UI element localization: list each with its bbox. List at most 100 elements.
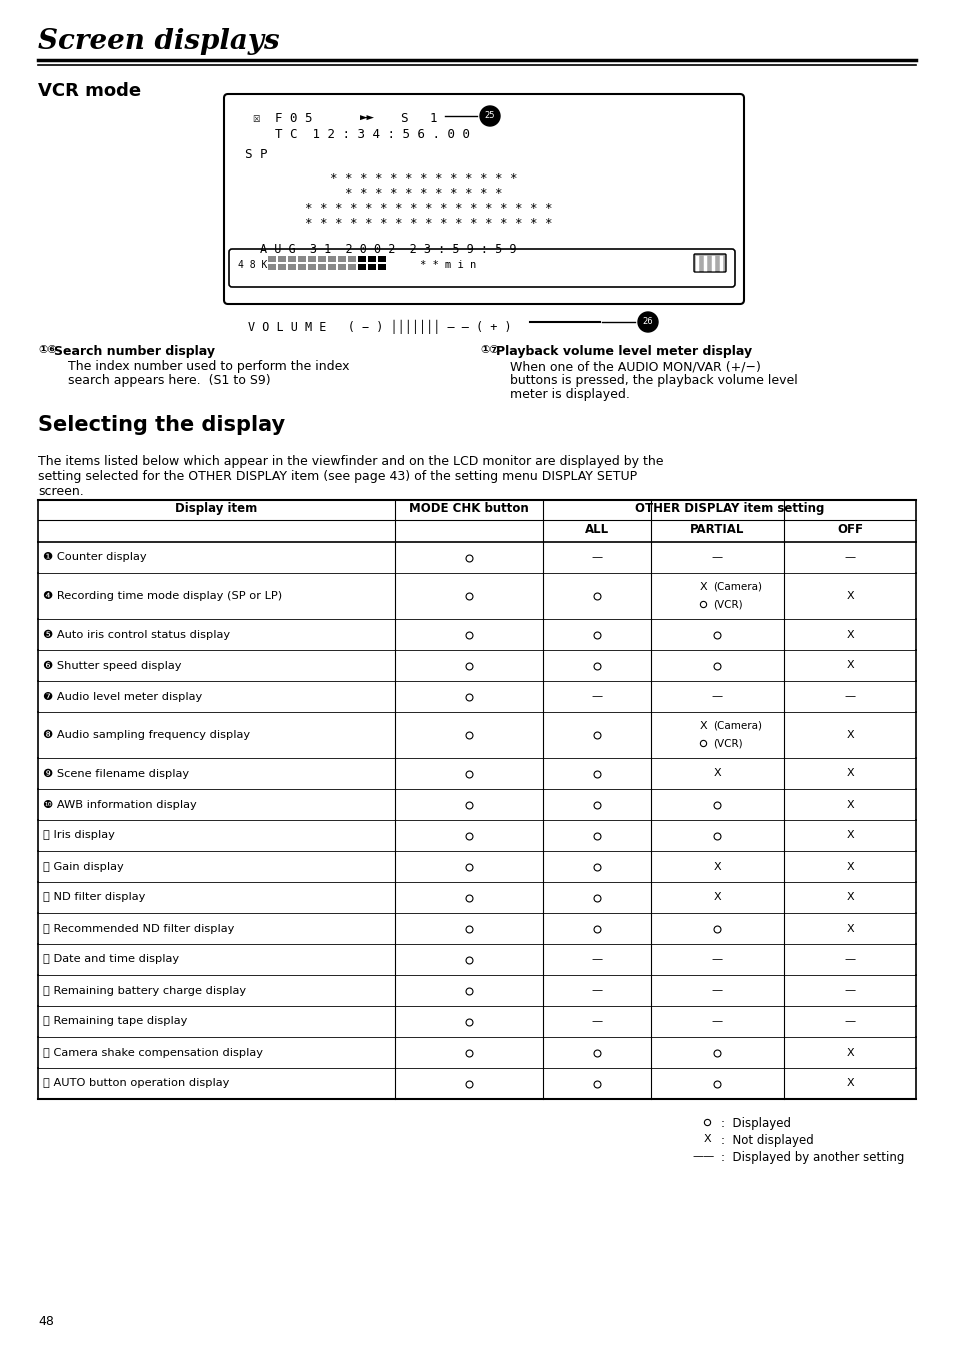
Text: ①⑥: ①⑥ [38,345,56,355]
Text: ❿ AWB information display: ❿ AWB information display [43,800,196,809]
Bar [317,264,326,270]
Text: * * * * * * * * * * * * * * * * *: * * * * * * * * * * * * * * * * * [305,217,552,229]
Text: X: X [845,769,853,778]
Text: :  Not displayed: : Not displayed [720,1135,814,1147]
Bar [277,256,286,262]
Text: * * * * * * * * * * * * *: * * * * * * * * * * * * * [330,173,517,185]
Text: —: — [591,955,602,965]
Text: ⓯ Date and time display: ⓯ Date and time display [43,955,179,965]
Text: X: X [845,831,853,840]
Text: X: X [845,661,853,670]
Text: * * * * * * * * * * *: * * * * * * * * * * * [345,188,502,200]
Text: X: X [845,630,853,639]
Text: meter is displayed.: meter is displayed. [510,389,629,401]
Text: X: X [713,893,720,902]
Text: X: X [845,730,853,741]
Text: X: X [845,1078,853,1089]
Bar [297,264,306,270]
Text: ⓳ AUTO button operation display: ⓳ AUTO button operation display [43,1078,229,1089]
Bar [268,256,275,262]
Text: X: X [845,800,853,809]
Text: X: X [699,581,706,592]
Text: setting selected for the OTHER DISPLAY item (see page 43) of the setting menu DI: setting selected for the OTHER DISPLAY i… [38,469,637,483]
Text: screen.: screen. [38,486,84,498]
Text: X: X [703,1135,711,1144]
Text: ❹ Recording time mode display (SP or LP): ❹ Recording time mode display (SP or LP) [43,591,282,602]
Text: S: S [399,112,407,125]
FancyBboxPatch shape [229,250,734,287]
Text: ❽ Audio sampling frequency display: ❽ Audio sampling frequency display [43,730,250,741]
Text: ⓲ Camera shake compensation display: ⓲ Camera shake compensation display [43,1048,263,1058]
Text: —: — [711,1017,722,1027]
Text: ⓭ ND filter display: ⓭ ND filter display [43,893,145,902]
Circle shape [638,312,658,332]
Bar [377,256,386,262]
Circle shape [479,107,499,125]
Text: T C  1 2 : 3 4 : 5 6 . 0 0: T C 1 2 : 3 4 : 5 6 . 0 0 [274,128,470,142]
Text: —: — [843,955,855,965]
Text: Display item: Display item [175,502,257,515]
Text: VCR mode: VCR mode [38,82,141,100]
Text: ——: —— [692,1151,714,1161]
Text: :  Displayed by another setting: : Displayed by another setting [720,1151,904,1164]
Text: ⓱ Remaining tape display: ⓱ Remaining tape display [43,1017,187,1027]
Text: —: — [591,1017,602,1027]
Text: (Camera): (Camera) [713,720,761,731]
Bar [308,264,315,270]
Text: S P: S P [245,148,267,161]
Bar [377,264,386,270]
Bar [328,264,335,270]
Text: OTHER DISPLAY item setting: OTHER DISPLAY item setting [634,502,823,515]
Bar [357,264,366,270]
Text: —: — [711,986,722,996]
Bar [337,256,346,262]
Text: 48: 48 [38,1315,53,1327]
Bar [337,264,346,270]
Text: ①⑦: ①⑦ [479,345,498,355]
Text: X: X [713,862,720,871]
Text: X: X [845,893,853,902]
Text: ⓬ Gain display: ⓬ Gain display [43,862,124,871]
Text: The items listed below which appear in the viewfinder and on the LCD monitor are: The items listed below which appear in t… [38,455,662,468]
Text: Selecting the display: Selecting the display [38,415,285,434]
Text: * * * * * * * * * * * * * * * * *: * * * * * * * * * * * * * * * * * [305,202,552,214]
Text: * * m i n: * * m i n [419,260,476,270]
Bar [288,256,295,262]
Text: ❾ Scene filename display: ❾ Scene filename display [43,769,189,778]
Text: ⓮ Recommended ND filter display: ⓮ Recommended ND filter display [43,924,234,934]
Text: —: — [591,692,602,701]
Text: MODE CHK button: MODE CHK button [409,502,528,515]
Bar [328,256,335,262]
Text: —: — [711,553,722,563]
Text: 25: 25 [484,112,495,120]
Text: search appears here.  (S1 to S9): search appears here. (S1 to S9) [68,374,271,387]
Text: :  Displayed: : Displayed [720,1117,791,1130]
Text: X: X [699,720,706,731]
Bar [297,256,306,262]
Text: X: X [845,924,853,934]
Bar [357,256,366,262]
Text: —: — [843,1017,855,1027]
Bar [268,264,275,270]
Text: The index number used to perform the index: The index number used to perform the ind… [68,360,349,374]
Text: ►►: ►► [359,112,375,125]
Text: ALL: ALL [584,523,608,536]
Text: —: — [711,955,722,965]
Bar [348,264,355,270]
Text: When one of the AUDIO MON/VAR (+/−): When one of the AUDIO MON/VAR (+/−) [510,360,760,374]
Text: —: — [843,986,855,996]
Text: ❶ Counter display: ❶ Counter display [43,553,147,563]
Text: 1: 1 [430,112,437,125]
Text: (Camera): (Camera) [713,581,761,592]
Bar [317,256,326,262]
Text: ⓫ Iris display: ⓫ Iris display [43,831,114,840]
Bar [288,264,295,270]
Text: —: — [843,692,855,701]
Text: 4 8 K: 4 8 K [237,260,267,270]
Text: Search number display: Search number display [54,345,214,357]
Text: V O L U M E   ( − ) │││││││ — — ( + ): V O L U M E ( − ) │││││││ — — ( + ) [248,320,511,335]
Text: F 0 5: F 0 5 [274,112,313,125]
Text: X: X [845,591,853,602]
Text: X: X [713,769,720,778]
Text: 26: 26 [642,317,653,326]
